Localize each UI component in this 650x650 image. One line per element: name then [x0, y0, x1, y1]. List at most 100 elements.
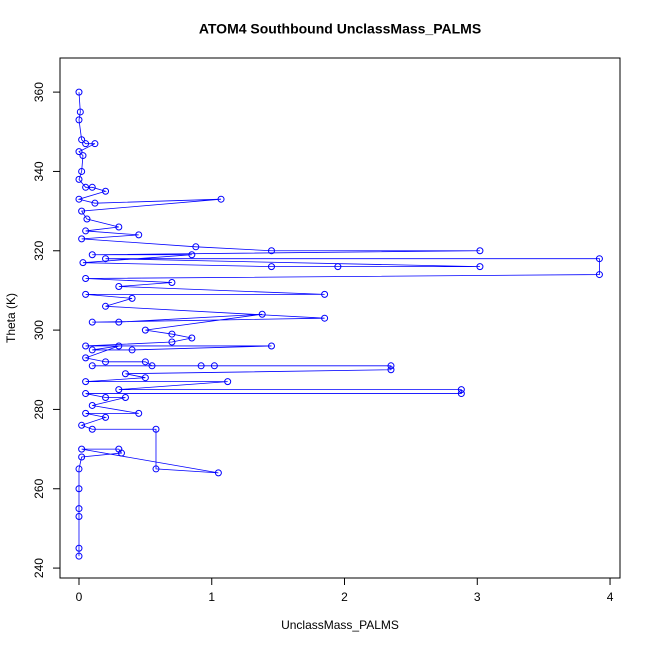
data-point [78, 207, 86, 215]
data-point [168, 338, 176, 346]
data-point [115, 342, 123, 350]
data-point [267, 263, 275, 271]
x-tick-label: 1 [208, 590, 215, 604]
data-point [102, 302, 110, 310]
data-point [258, 310, 266, 318]
data-point [141, 358, 149, 366]
data-point [75, 116, 83, 124]
data-point [321, 314, 329, 322]
data-point [115, 282, 123, 290]
data-point [121, 370, 129, 378]
data-point [192, 243, 200, 251]
data-point [595, 255, 603, 263]
data-point [141, 374, 149, 382]
x-tick-label: 3 [474, 590, 481, 604]
data-point [75, 175, 83, 183]
data-point [75, 544, 83, 552]
data-point [102, 255, 110, 263]
y-tick-label: 260 [32, 478, 46, 498]
data-point [102, 358, 110, 366]
data-point [595, 271, 603, 279]
data-point [82, 183, 90, 191]
data-point [91, 140, 99, 148]
data-point [188, 334, 196, 342]
data-point [168, 279, 176, 287]
data-point [78, 445, 86, 453]
y-tick-label: 240 [32, 558, 46, 578]
y-axis-title: Theta (K) [4, 293, 18, 343]
data-point [88, 362, 96, 370]
data-line [77, 92, 600, 557]
data-point [78, 167, 86, 175]
data-point [88, 251, 96, 259]
data-point [334, 263, 342, 271]
data-point [88, 346, 96, 354]
data-point [152, 425, 160, 433]
y-tick-label: 320 [32, 240, 46, 260]
data-point [188, 251, 196, 259]
data-point [78, 421, 86, 429]
data-point [152, 465, 160, 473]
data-point [75, 552, 83, 560]
data-point [75, 195, 83, 203]
data-point [75, 485, 83, 493]
data-point [115, 386, 123, 394]
data-point [115, 318, 123, 326]
data-point [476, 263, 484, 271]
data-point [321, 290, 329, 298]
data-point [457, 386, 465, 394]
data-point [115, 223, 123, 231]
data-point [82, 227, 90, 235]
x-tick-label: 2 [341, 590, 348, 604]
data-point [78, 453, 86, 461]
data-point [457, 390, 465, 398]
data-point [82, 290, 90, 298]
data-point [102, 187, 110, 195]
data-point [88, 318, 96, 326]
data-point [135, 231, 143, 239]
data-point [82, 378, 90, 386]
chart-title: ATOM4 Southbound UnclassMass_PALMS [199, 21, 481, 37]
data-point [82, 342, 90, 350]
data-point [210, 362, 218, 370]
data-point [102, 413, 110, 421]
y-tick-label: 300 [32, 320, 46, 340]
plot-box [59, 57, 621, 579]
data-point [214, 469, 222, 477]
data-point [128, 294, 136, 302]
data-point [79, 259, 87, 267]
data-point [75, 505, 83, 513]
y-tick-label: 340 [32, 161, 46, 181]
data-point [135, 409, 143, 417]
data-point [82, 275, 90, 283]
data-point [267, 247, 275, 255]
x-tick-label: 0 [76, 590, 83, 604]
data-point [141, 326, 149, 334]
data-point [267, 342, 275, 350]
x-axis-title: UnclassMass_PALMS [281, 618, 399, 632]
x-tick-label: 4 [607, 590, 614, 604]
data-point [75, 148, 83, 156]
data-point [387, 362, 395, 370]
data-point [75, 513, 83, 521]
data-point [224, 378, 232, 386]
data-point [128, 346, 136, 354]
y-tick-label: 360 [32, 82, 46, 102]
data-point [88, 183, 96, 191]
data-point [387, 366, 395, 374]
data-point [75, 465, 83, 473]
data-point [121, 394, 129, 402]
data-point [88, 401, 96, 409]
data-point [83, 215, 91, 223]
data-point [117, 449, 125, 457]
data-point [197, 362, 205, 370]
data-point [102, 394, 110, 402]
data-point [76, 108, 84, 116]
data-point [91, 199, 99, 207]
data-point [79, 152, 87, 160]
data-point [78, 235, 86, 243]
data-point [75, 88, 83, 96]
data-point [78, 136, 86, 144]
data-point [217, 195, 225, 203]
data-point [476, 247, 484, 255]
